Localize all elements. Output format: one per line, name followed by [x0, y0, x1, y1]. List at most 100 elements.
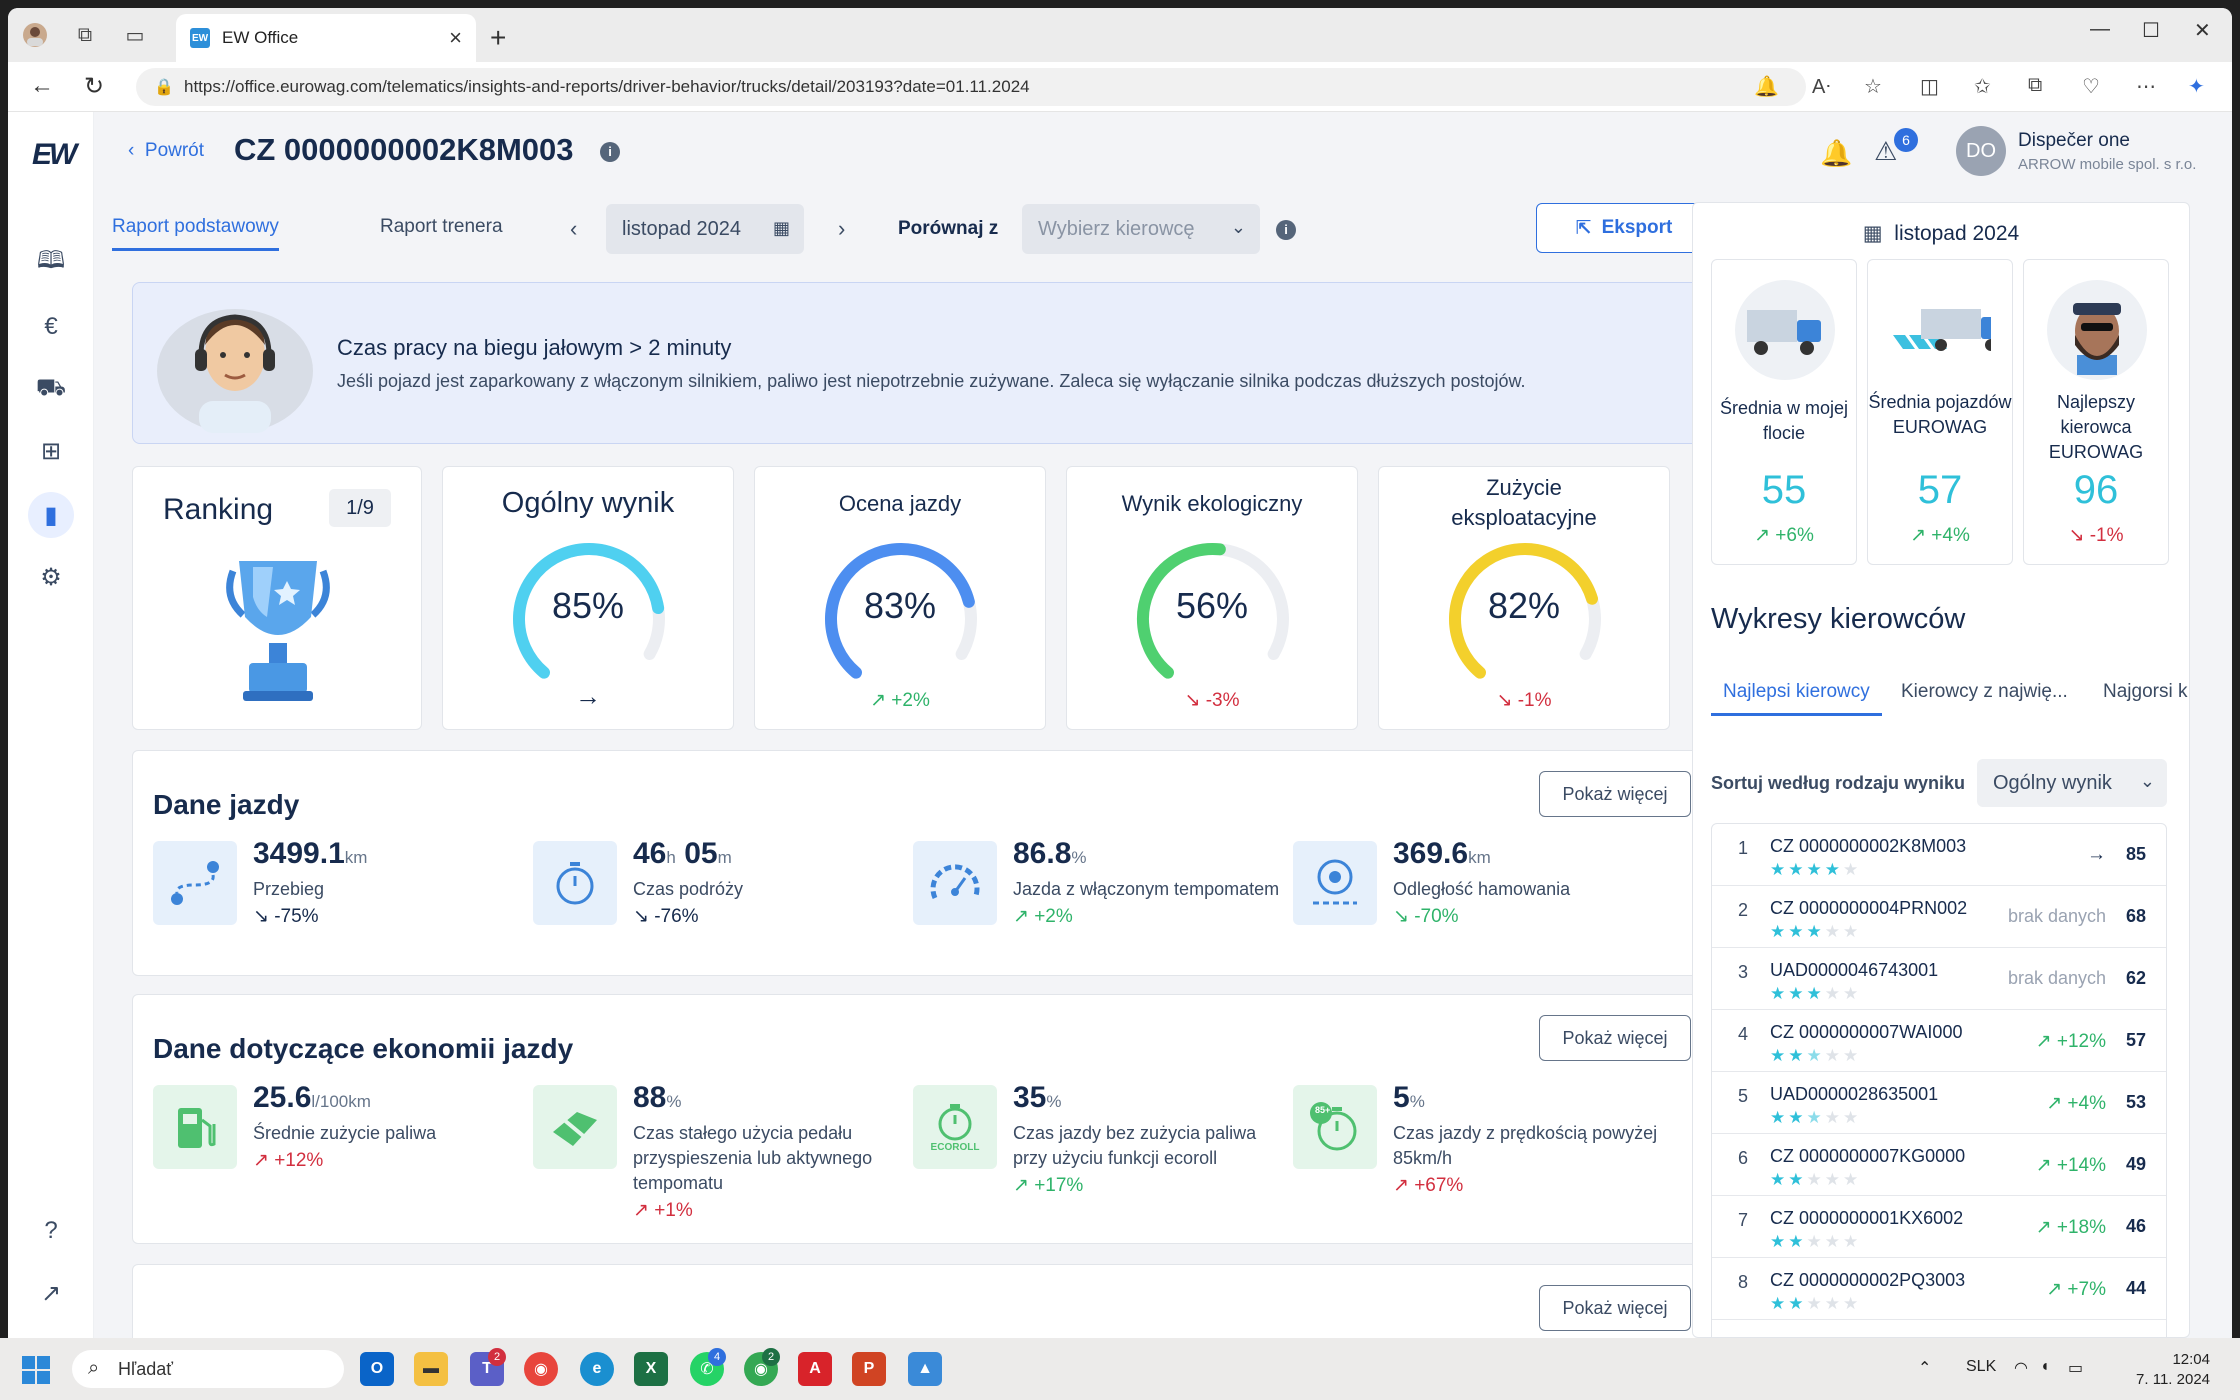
notification-bell-outline-icon[interactable]: 🔔 — [1754, 76, 1779, 98]
favorite-star-icon[interactable]: ☆ — [1864, 76, 1882, 98]
tab-most-improved[interactable]: Kierowcy z najwię... — [1901, 681, 2068, 702]
truck-icon[interactable]: ⛟ — [35, 374, 67, 401]
language-indicator[interactable]: SLK — [1966, 1358, 1997, 1375]
tray-chevron-icon[interactable]: ⌃ — [1918, 1360, 1932, 1377]
prev-month-chevron-icon[interactable]: ‹ — [570, 216, 578, 241]
driver-trend: ↗ +12% — [2035, 1031, 2106, 1052]
unit: h — [666, 848, 676, 867]
copilot-icon[interactable]: ✦ — [2188, 76, 2205, 98]
driver-row[interactable]: 8 CZ 0000000002PQ3003 ★★★★★ ↗ +7% 44 — [1712, 1258, 2166, 1320]
teams-badge: 2 — [488, 1348, 506, 1366]
workspaces-icon[interactable]: ⧉ — [77, 23, 93, 46]
user-name[interactable]: Dispečer one — [2018, 130, 2130, 151]
compare-info-icon[interactable]: i — [1276, 220, 1296, 240]
show-more-button[interactable]: Pokaż więcej — [1539, 1015, 1691, 1061]
metric-value: 5% — [1393, 1081, 1425, 1115]
favorites-list-icon[interactable]: ✩ — [1974, 76, 1991, 98]
file-explorer-icon[interactable]: ▬ — [414, 1352, 448, 1386]
eurowag-logo[interactable]: EW — [32, 138, 77, 171]
metric-label: Czas jazdy z prędkością powyżej 85km/h ↗ … — [1393, 1121, 1663, 1198]
photos-icon[interactable]: ▲ — [908, 1352, 942, 1386]
back-arrow-icon[interactable]: ← — [30, 72, 54, 99]
export-button[interactable]: ⇱ Eksport — [1536, 203, 1712, 253]
system-clock[interactable]: 12:04 7. 11. 2024 — [2136, 1350, 2210, 1390]
taskbar-search[interactable]: ⌕ Hľadať — [72, 1350, 344, 1388]
new-tab-icon[interactable]: + — [490, 22, 507, 53]
tab-actions-icon[interactable]: ▭ — [125, 24, 145, 47]
info-icon[interactable]: i — [600, 142, 620, 162]
reports-icon[interactable]: ▮ — [28, 492, 74, 538]
close-window-icon[interactable]: ✕ — [2194, 20, 2211, 42]
external-link-icon[interactable]: ↗ — [40, 1279, 62, 1307]
month-picker[interactable]: listopad 2024 ▦ — [606, 204, 804, 254]
driver-row[interactable]: 7 CZ 0000000001KX6002 ★★★★★ ↗ +18% 46 — [1712, 1196, 2166, 1258]
volume-icon[interactable]: ◖ — [2040, 1358, 2050, 1375]
compare-trend: ↘ -1% — [2068, 525, 2124, 546]
help-icon[interactable]: ? — [44, 1217, 58, 1244]
reload-icon[interactable]: ↻ — [84, 73, 105, 100]
driver-row[interactable]: 1 CZ 0000000002K8M003 ★★★★★ → 85 — [1712, 824, 2166, 886]
compare-trend: ↗ +6% — [1754, 525, 1814, 546]
speedometer-icon — [913, 841, 997, 925]
minimize-icon[interactable]: — — [2090, 18, 2110, 40]
metric-value: 25.6l/100km — [253, 1081, 371, 1115]
windows-start-icon[interactable] — [22, 1356, 50, 1384]
unit: % — [1071, 848, 1087, 867]
excel-icon[interactable]: X — [634, 1352, 668, 1386]
alert-triangle-icon[interactable]: ⚠ — [1874, 136, 1898, 166]
driver-rank: 7 — [1738, 1210, 1749, 1230]
driver-row[interactable]: 4 CZ 0000000007WAI000 ★★★★★ ↗ +12% 57 — [1712, 1010, 2166, 1072]
browser-essentials-icon[interactable]: ♡ — [2082, 76, 2100, 98]
chrome-icon[interactable]: ◉ — [524, 1352, 558, 1386]
acrobat-icon[interactable]: A — [798, 1352, 832, 1386]
label: Średnie zużycie paliwa — [253, 1123, 437, 1143]
value: 88 — [633, 1081, 667, 1114]
whatsapp-badge: 4 — [708, 1348, 726, 1366]
maximize-icon[interactable]: ☐ — [2142, 20, 2160, 42]
tab-worst-drivers[interactable]: Najgorsi k — [2103, 681, 2188, 702]
tab-trainer-report[interactable]: Raport trenera — [380, 216, 503, 237]
profile-avatar-icon[interactable] — [20, 20, 50, 50]
show-more-button[interactable]: Pokaż więcej — [1539, 771, 1691, 817]
sort-select[interactable]: Ogólny wynik ⌄ — [1977, 759, 2167, 807]
truck-icon — [1735, 280, 1835, 380]
next-month-chevron-icon[interactable]: › — [838, 216, 846, 241]
compare-placeholder: Wybierz kierowcę — [1038, 217, 1195, 240]
toll-gate-icon[interactable]: ⊞ — [40, 437, 62, 465]
tab-basic-report[interactable]: Raport podstawowy — [112, 216, 279, 251]
score-value: 83% — [863, 585, 937, 626]
close-tab-icon[interactable]: × — [449, 25, 462, 50]
battery-icon[interactable]: ▭ — [2068, 1360, 2084, 1377]
driver-row[interactable]: 2 CZ 0000000004PRN002 ★★★★★ brak danych 68 — [1712, 886, 2166, 948]
map-book-icon[interactable]: 🕮 — [36, 246, 66, 274]
more-menu-icon[interactable]: ⋯ — [2136, 76, 2156, 98]
driver-row[interactable]: 6 CZ 0000000007KG0000 ★★★★★ ↗ +14% 49 — [1712, 1134, 2166, 1196]
tip-title: Czas pracy na biegu jałowym > 2 minuty — [337, 335, 732, 360]
user-avatar[interactable]: DO — [1956, 126, 2006, 176]
tab-best-drivers[interactable]: Najlepsi kierowcy — [1711, 681, 1882, 716]
speed-icon-label: 85+ — [1315, 1105, 1331, 1115]
settings-gear-icon[interactable]: ⚙ — [40, 563, 62, 591]
driver-row[interactable]: 5 UAD0000028635001 ★★★★★ ↗ +4% 53 — [1712, 1072, 2166, 1134]
star-icon: ★ — [1824, 984, 1843, 1003]
rating-stars: ★★★★★ — [1770, 922, 1861, 942]
show-more-button[interactable]: Pokaż więcej — [1539, 1285, 1691, 1331]
collections-icon[interactable]: ⧉ — [2028, 74, 2043, 96]
back-link[interactable]: ‹ Powrót — [128, 140, 205, 161]
browser-tab[interactable]: EW EW Office × — [176, 14, 476, 62]
url-field[interactable]: 🔒 https://office.eurowag.com/telematics/… — [136, 68, 1806, 106]
driver-row[interactable]: 3 UAD0000046743001 ★★★★★ brak danych 62 — [1712, 948, 2166, 1010]
wifi-icon[interactable]: ◠ — [2014, 1360, 2028, 1377]
powerpoint-icon[interactable]: P — [852, 1352, 886, 1386]
compare-driver-select[interactable]: Wybierz kierowcę ⌄ — [1022, 204, 1260, 254]
score-title: Zużycie eksploatacyjne — [1451, 475, 1597, 530]
outlook-icon[interactable]: O — [360, 1352, 394, 1386]
euro-icon[interactable]: € — [44, 313, 58, 340]
ecoroll-icon: ECOROLL — [913, 1085, 997, 1169]
compare-label: Porównaj z — [898, 218, 999, 239]
notifications-bell-icon[interactable]: 🔔 — [1820, 138, 1853, 168]
edge-icon[interactable]: e — [580, 1352, 614, 1386]
split-screen-icon[interactable]: ◫ — [1920, 76, 1939, 98]
star-icon: ★ — [1788, 1294, 1807, 1313]
read-aloud-icon[interactable]: Aᐧ — [1812, 76, 1831, 98]
